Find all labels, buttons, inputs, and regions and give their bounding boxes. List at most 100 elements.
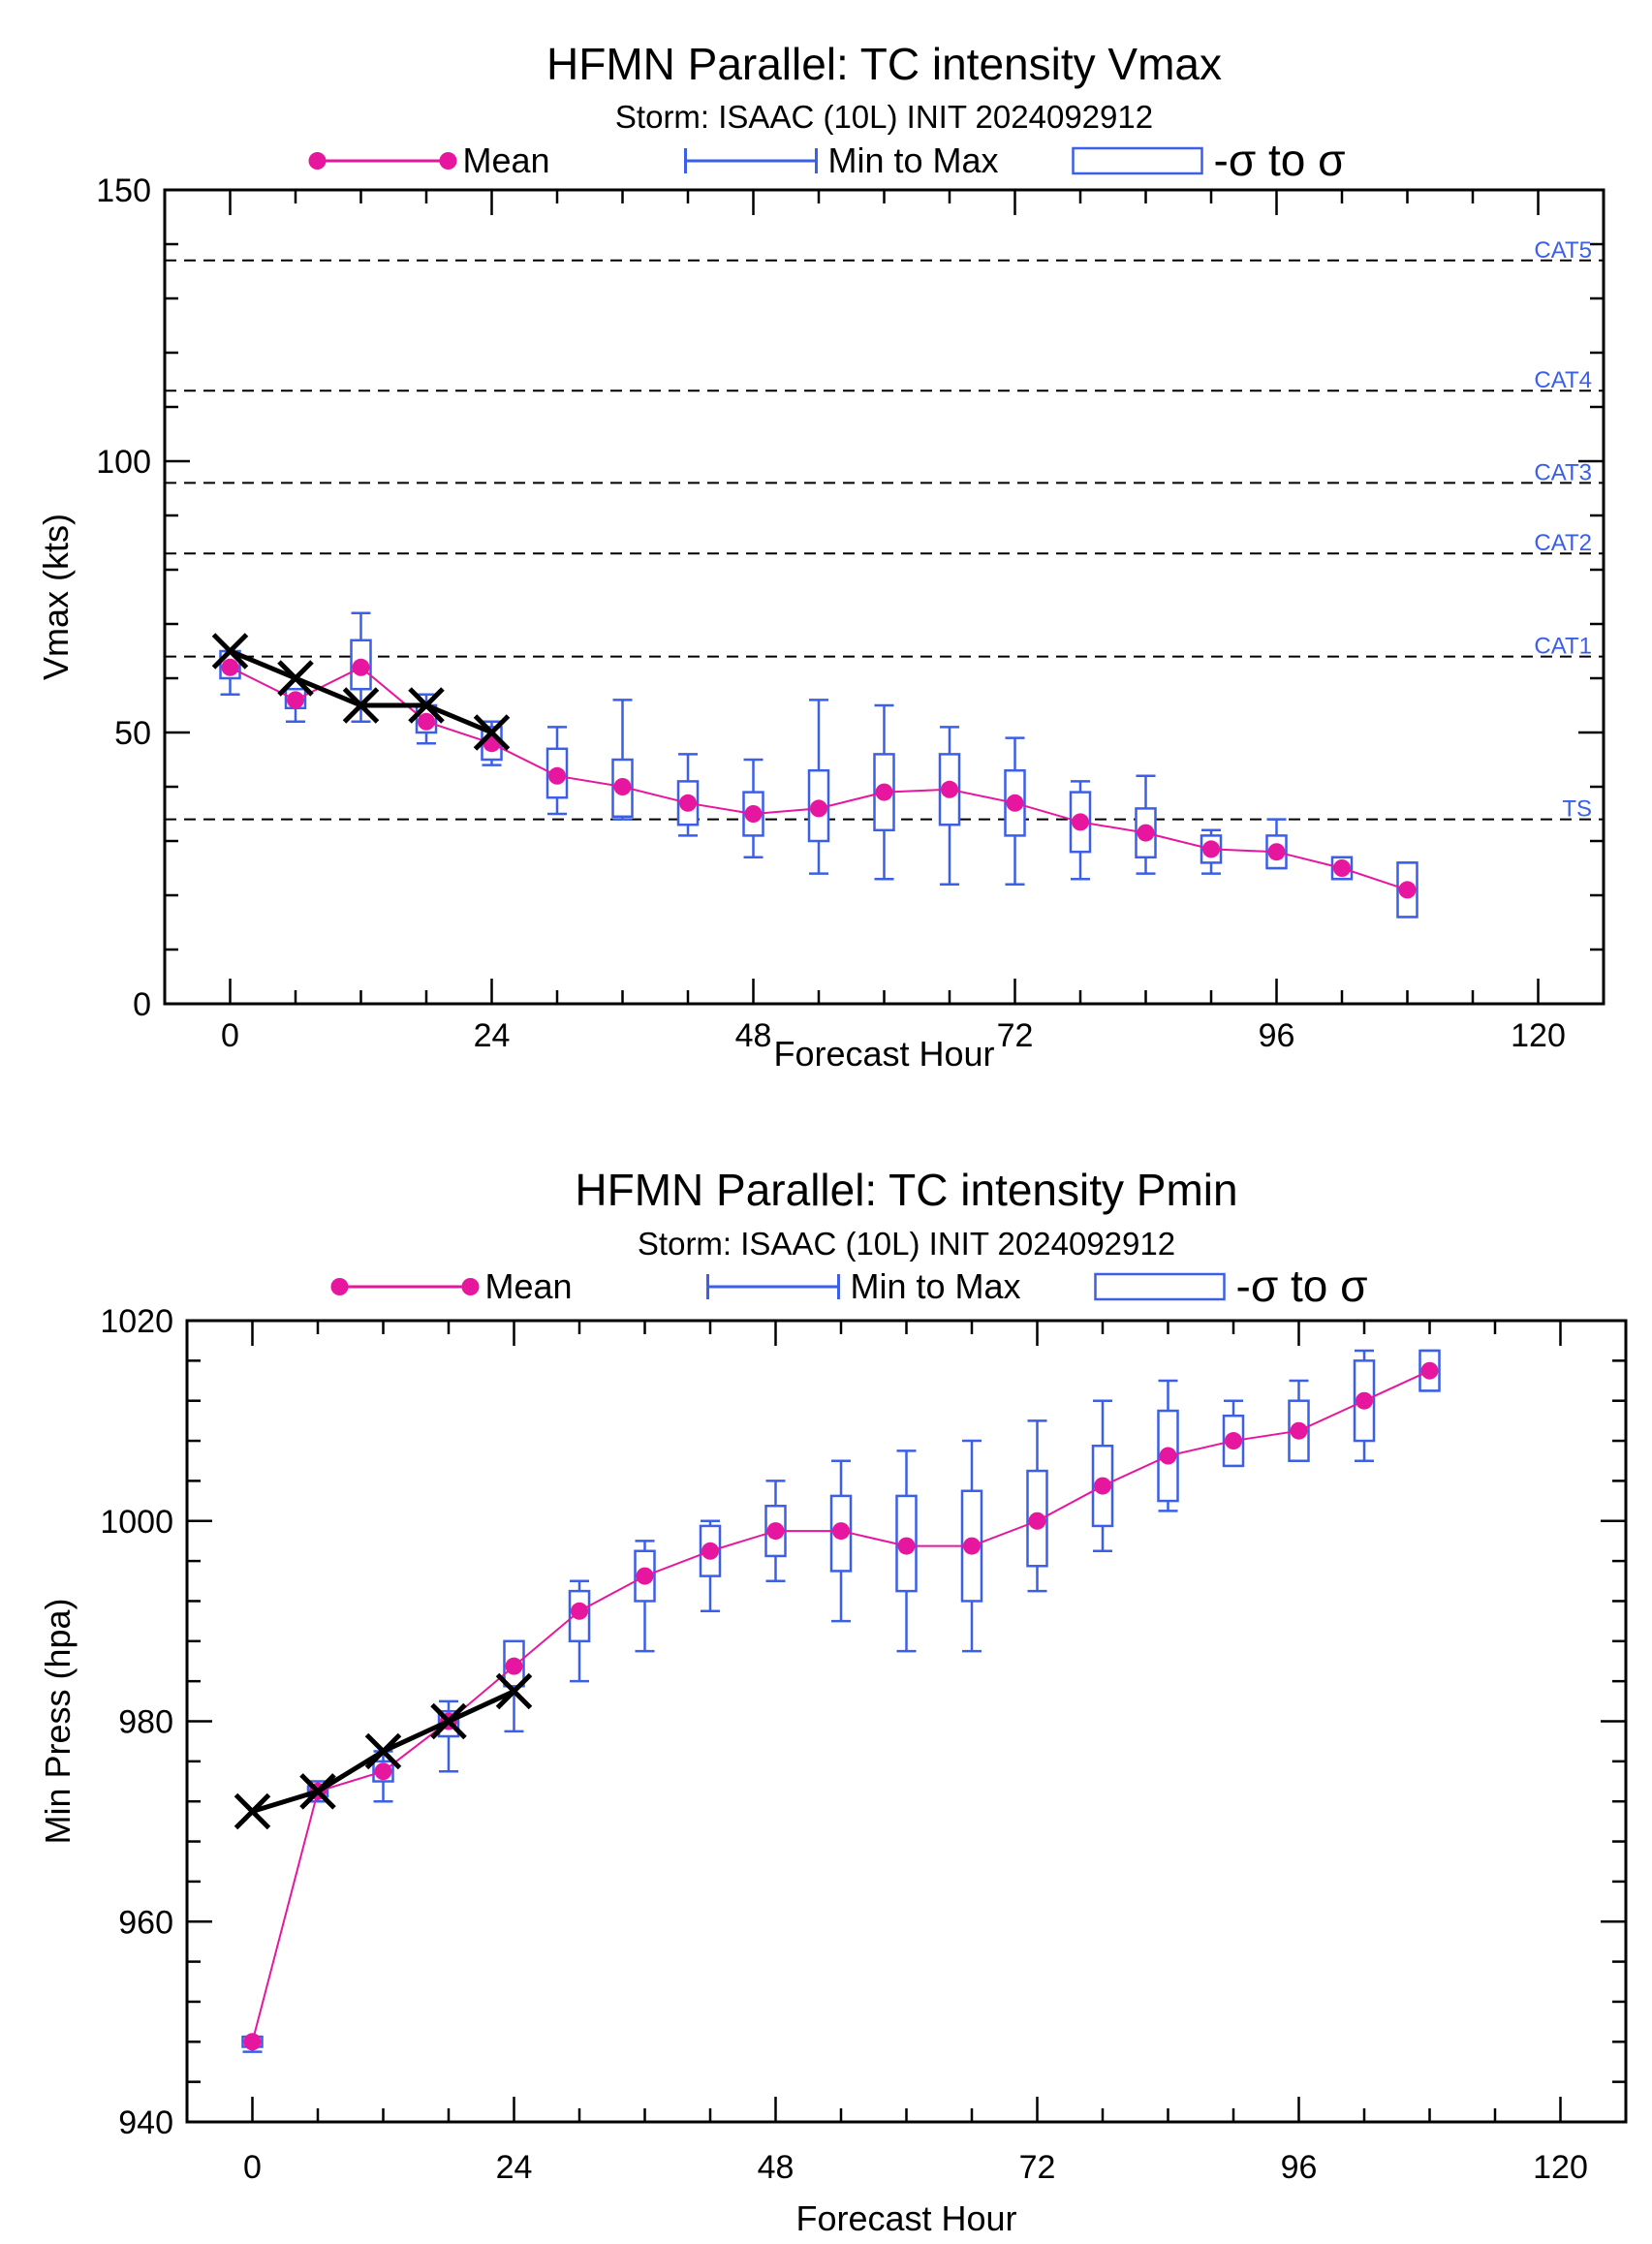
mean-point [352, 658, 370, 676]
legend-mean-label: Mean [485, 1266, 573, 1306]
x-tick-label: 0 [221, 1017, 239, 1054]
y-tick-label: 1000 [100, 1504, 173, 1541]
mean-point [243, 2033, 262, 2051]
y-tick-label: 940 [118, 2104, 173, 2141]
x-tick-label: 120 [1511, 1017, 1566, 1054]
observed-marker-stroke [408, 687, 445, 724]
x-tick-label: 72 [997, 1017, 1034, 1054]
chart-subtitle: Storm: ISAAC (10L) INIT 2024092912 [615, 99, 1153, 135]
vmax-chart: HFMN Parallel: TC intensity Vmax Storm: I… [36, 39, 1605, 1074]
mean-point [1159, 1447, 1177, 1465]
mean-point [613, 778, 632, 795]
x-tick-label: 24 [474, 1017, 511, 1054]
x-axis-label: Forecast Hour [773, 1034, 994, 1074]
mean-point [636, 1567, 654, 1585]
x-axis-label: Forecast Hour [795, 2198, 1016, 2238]
y-tick-label: 50 [114, 715, 151, 752]
observed-marker-stroke [277, 660, 314, 697]
box-whisker [938, 726, 961, 887]
mean-point [1398, 881, 1417, 899]
mean-point [875, 783, 893, 801]
mean-point [1225, 1432, 1242, 1450]
y-tick-label: 150 [96, 172, 151, 209]
mean-point [701, 1542, 719, 1560]
mean-point [832, 1522, 850, 1541]
observed-marker [495, 1672, 533, 1710]
mean-point [1267, 843, 1286, 861]
y-axis-label: Min Press (hpa) [38, 1598, 78, 1844]
box-whisker [1026, 1419, 1048, 1593]
mean-point [1290, 1421, 1308, 1440]
observed-marker-stroke [430, 1702, 467, 1740]
mean-point [963, 1537, 981, 1555]
mean-point [1202, 840, 1220, 858]
mean-point [221, 658, 239, 676]
reference-line-label: CAT5 [1534, 237, 1592, 264]
x-tick-label: 48 [758, 2149, 795, 2186]
y-axis-label: Vmax (kts) [36, 514, 76, 680]
mean-point [744, 805, 763, 823]
mean-point [1006, 794, 1024, 812]
mean-point [1333, 859, 1351, 877]
x-tick-label: 0 [243, 2149, 262, 2186]
mean-point [287, 691, 304, 709]
legend-sigma-box [1094, 1272, 1226, 1301]
mean-point [941, 780, 958, 798]
mean-point [374, 1762, 392, 1781]
mean-point [766, 1522, 785, 1541]
x-tick-label: 120 [1533, 2149, 1588, 2186]
observed-marker-stroke [364, 1732, 402, 1770]
observed-marker [430, 1702, 467, 1740]
observed-marker-stroke [342, 687, 380, 724]
mean-point [1137, 824, 1155, 842]
mean-point [1420, 1361, 1439, 1380]
box-whisker [699, 1519, 722, 1613]
legend: Mean Min to Max -σ to σ [330, 1261, 1368, 1311]
legend-sigma-label: -σ to σ [1236, 1261, 1368, 1311]
y-tick-label: 100 [96, 444, 151, 481]
x-tick-label: 48 [735, 1017, 772, 1054]
observed-marker-stroke [473, 714, 511, 751]
legend-mean-label: Mean [463, 140, 550, 180]
reference-line-label: TS [1562, 796, 1592, 823]
pmin-chart: HFMN Parallel: TC intensity Pmin Storm: I… [38, 1165, 1628, 2238]
reference-line-label: CAT4 [1534, 367, 1592, 393]
mean-point [548, 766, 566, 785]
box-whisker [1157, 1379, 1179, 1512]
legend-sigma-label: -σ to σ [1214, 135, 1346, 185]
mean-point [1072, 813, 1089, 831]
mean-point [505, 1657, 523, 1675]
legend-sigma-box [1072, 146, 1203, 175]
legend: Mean Min to Max -σ to σ [308, 135, 1346, 185]
legend-minmax-label: Min to Max [851, 1266, 1021, 1306]
mean-point [679, 794, 697, 812]
mean-point [1028, 1512, 1046, 1530]
y-tick-label: 980 [118, 1704, 173, 1741]
y-tick-label: 0 [133, 986, 151, 1023]
mean-point [1094, 1477, 1111, 1495]
observed-marker [277, 660, 314, 697]
legend-mean-marker [439, 152, 457, 170]
box-whisker [568, 1579, 591, 1683]
reference-line-label: CAT3 [1534, 459, 1592, 485]
legend-mean-marker [461, 1278, 480, 1295]
box-whisker [829, 1459, 853, 1623]
box-whisker [1091, 1399, 1114, 1553]
mean-point [571, 1602, 588, 1620]
mean-point [897, 1537, 916, 1555]
observed-marker [234, 1792, 271, 1830]
box-whisker [807, 699, 830, 875]
legend-minmax-label: Min to Max [828, 140, 999, 180]
observed-marker [408, 687, 445, 724]
observed-marker [299, 1773, 336, 1810]
mean-point [1356, 1391, 1373, 1410]
observed-marker-stroke [211, 633, 249, 670]
y-tick-label: 1020 [100, 1303, 173, 1340]
observed-marker [473, 714, 511, 751]
box-whisker [1288, 1379, 1310, 1462]
mean-point [810, 799, 827, 818]
observed-marker [342, 687, 380, 724]
observed-marker [211, 633, 249, 670]
y-tick-label: 960 [118, 1904, 173, 1941]
